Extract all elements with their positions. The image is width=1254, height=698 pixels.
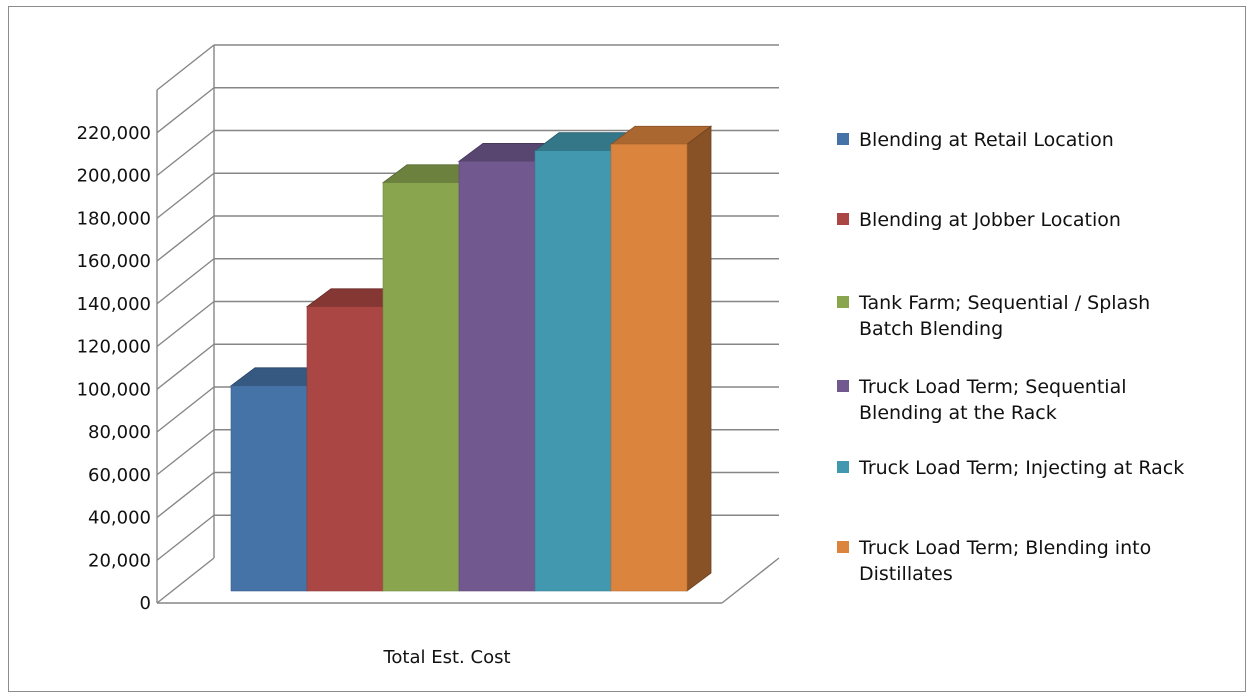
y-tick-label: 100,000 — [77, 379, 151, 400]
legend-item: Truck Load Term; Sequential Blending at t… — [837, 376, 1127, 424]
gridline-diagonal — [156, 429, 215, 476]
bars-layer — [229, 125, 713, 592]
wall-edge-top-left — [156, 44, 215, 91]
bar — [229, 367, 333, 592]
legend-label: Batch Blending — [859, 318, 1003, 340]
legend-item: Truck Load Term; Injecting at Rack — [837, 457, 1184, 479]
gridline-diagonal — [156, 215, 215, 262]
legend-item: Truck Load Term; Blending into Distillate… — [837, 537, 1151, 585]
y-tick-label: 20,000 — [88, 550, 151, 571]
legend-item: Tank Farm; Sequential / Splash Batch Blen… — [837, 292, 1150, 340]
y-tick-label: 220,000 — [77, 123, 151, 144]
gridline-diagonal — [156, 87, 215, 134]
y-tick-label: 180,000 — [77, 208, 151, 229]
legend-swatch — [837, 133, 849, 145]
gridline-diagonal — [156, 343, 215, 390]
y-tick-label: 120,000 — [77, 337, 151, 358]
bar — [381, 164, 485, 592]
legend: Blending at Retail Location Blending at J… — [837, 129, 1184, 585]
y-tick-label: 40,000 — [88, 508, 151, 529]
bar-front-face — [458, 161, 536, 592]
legend-swatch — [837, 296, 849, 308]
bar-front-face — [534, 150, 612, 592]
bar-chart-3d: 0 20,000 40,000 60,000 80,000 100,000 120,000 1… — [77, 44, 1184, 668]
bar — [305, 288, 409, 592]
legend-swatch — [837, 213, 849, 225]
gridline-diagonal — [156, 300, 215, 348]
y-tick-label: 60,000 — [88, 465, 151, 486]
x-axis: Total Est. Cost — [382, 647, 510, 668]
gridline-diagonal — [156, 557, 215, 604]
gridline-diagonal — [156, 514, 215, 561]
legend-swatch — [837, 461, 849, 473]
y-tick-label: 0 — [140, 593, 151, 614]
bar-front-face — [230, 385, 308, 592]
bar-front-face — [382, 182, 460, 592]
legend-label: Truck Load Term; Sequential — [858, 376, 1127, 398]
legend-label: Blending at Retail Location — [859, 129, 1114, 151]
floor-right-edge — [721, 557, 780, 604]
legend-item: Blending at Jobber Location — [837, 209, 1121, 231]
legend-item: Blending at Retail Location — [837, 129, 1114, 151]
y-tick-label: 160,000 — [77, 251, 151, 272]
x-category-label: Total Est. Cost — [382, 647, 510, 668]
legend-label: Truck Load Term; Blending into — [858, 537, 1151, 559]
bar — [533, 132, 637, 592]
gridline-diagonal — [156, 129, 215, 177]
legend-label: Distillates — [859, 563, 953, 585]
bar-side-face — [686, 125, 712, 592]
y-tick-label: 140,000 — [77, 294, 151, 315]
y-tick-label: 80,000 — [88, 422, 151, 443]
gridline-diagonal — [156, 471, 215, 519]
legend-label: Blending at Jobber Location — [859, 209, 1121, 231]
y-tick-label: 200,000 — [77, 166, 151, 187]
legend-swatch — [837, 380, 849, 392]
bar — [457, 142, 561, 592]
bar — [609, 125, 713, 592]
legend-label: Blending at the Rack — [859, 402, 1057, 424]
bar-front-face — [610, 143, 688, 592]
bar-front-face — [306, 306, 384, 592]
legend-label: Tank Farm; Sequential / Splash — [858, 292, 1150, 314]
y-axis: 0 20,000 40,000 60,000 80,000 100,000 120,000 1… — [77, 123, 151, 614]
gridline-diagonal — [156, 172, 215, 219]
gridline-diagonal — [156, 386, 215, 433]
legend-label: Truck Load Term; Injecting at Rack — [858, 457, 1184, 479]
chart-frame: 0 20,000 40,000 60,000 80,000 100,000 120,000 1… — [8, 6, 1246, 692]
legend-swatch — [837, 541, 849, 553]
gridline-diagonal — [156, 258, 215, 305]
